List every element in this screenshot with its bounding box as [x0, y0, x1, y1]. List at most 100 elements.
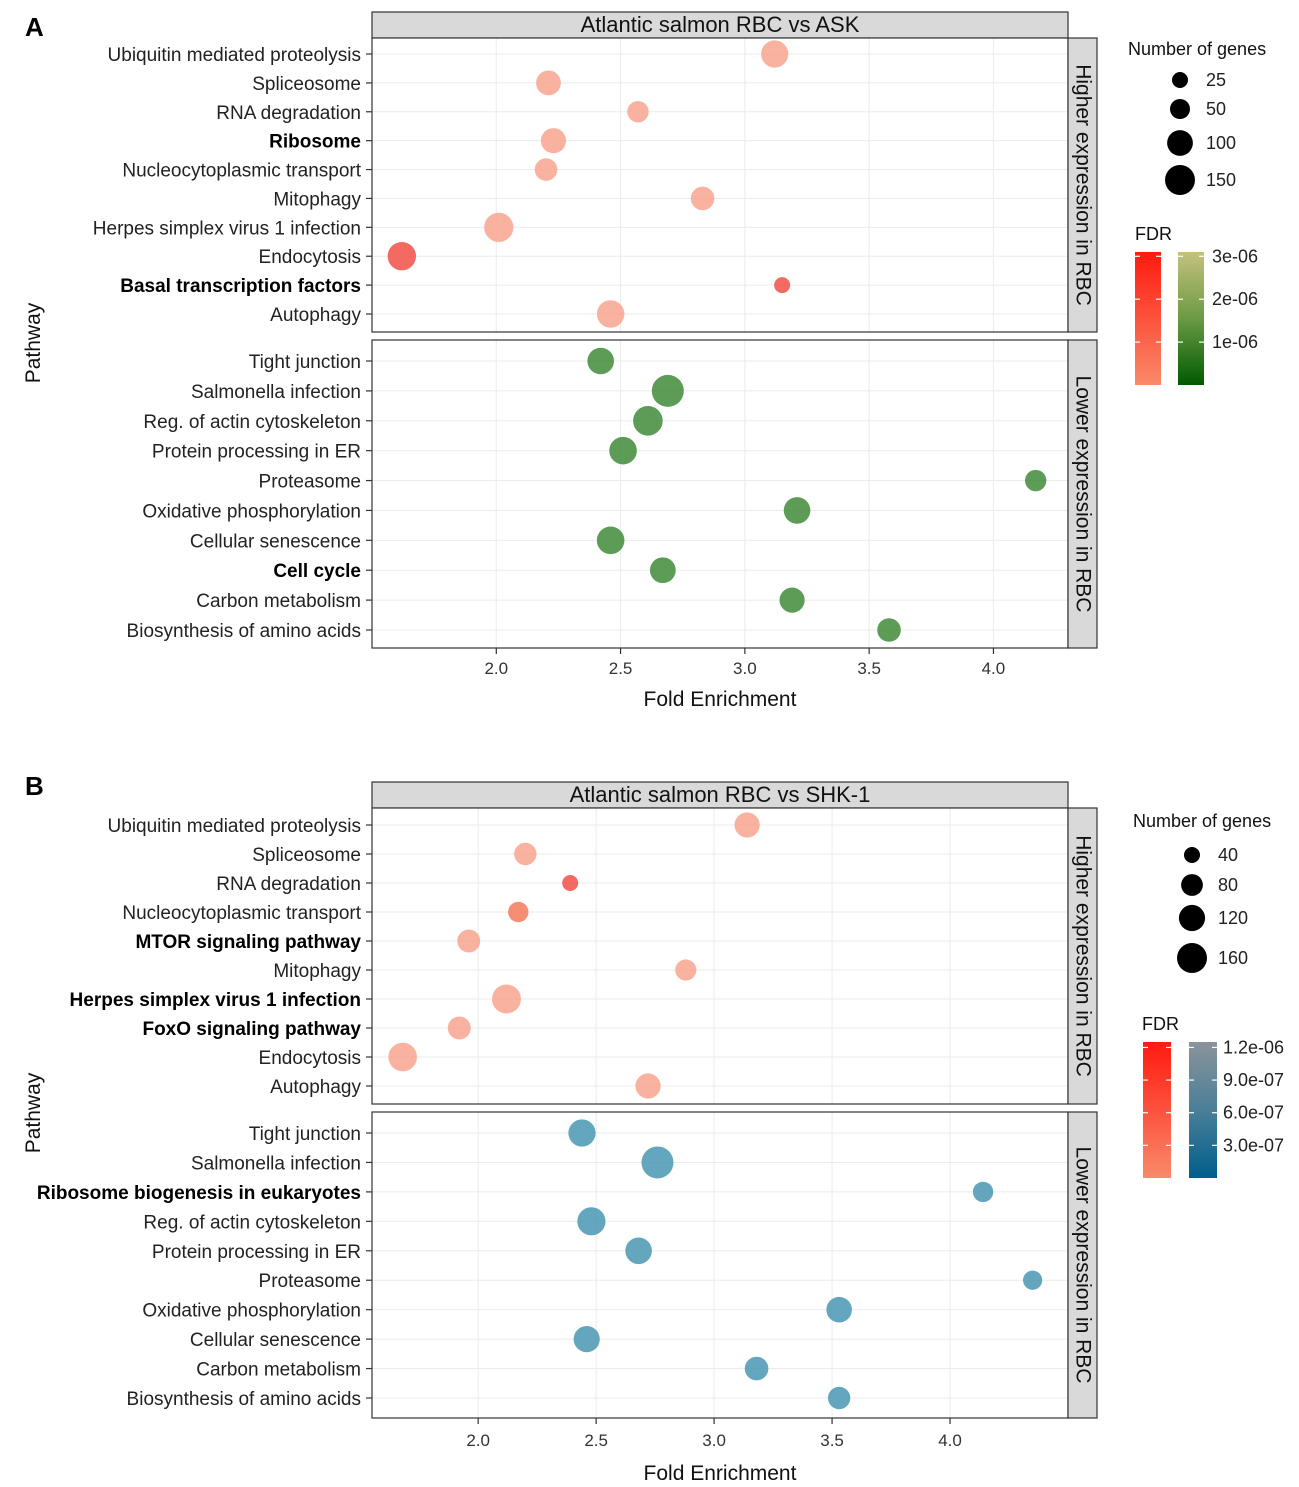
- size-legend-key: [1181, 874, 1203, 896]
- data-point: [573, 1326, 600, 1353]
- pathway-label: Tight junction: [249, 352, 361, 373]
- x-tick-label: 2.0: [484, 659, 508, 678]
- data-point: [484, 212, 514, 242]
- plot-area: [372, 1112, 1068, 1418]
- pathway-label: Nucleocytoplasmic transport: [122, 903, 361, 924]
- pathway-label: Ubiquitin mediated proteolysis: [108, 816, 361, 837]
- data-point: [827, 1386, 851, 1410]
- title-strip: [371, 781, 1069, 809]
- fdr-colorbar-higher: [1135, 252, 1161, 385]
- data-point: [491, 984, 521, 1014]
- pathway-label: Protein processing in ER: [152, 442, 361, 463]
- data-point: [627, 101, 649, 123]
- size-legend-title: Number of genes: [1133, 811, 1271, 831]
- plot-area: [372, 38, 1068, 332]
- fdr-legend-label: 2e-06: [1212, 289, 1258, 309]
- pathway-label: Proteasome: [259, 1271, 361, 1292]
- x-tick-label: 2.5: [609, 659, 633, 678]
- pathway-label: RNA degradation: [216, 874, 361, 895]
- fdr-legend-label: 1.2e-06: [1223, 1037, 1284, 1057]
- data-point: [633, 405, 663, 436]
- facet-lower: Tight junction Salmonella infection Reg. o…: [127, 339, 1098, 649]
- x-tick-label: 4.0: [938, 1431, 962, 1450]
- data-point: [779, 587, 805, 613]
- facet-lower: Tight junction Salmonella infection Riboso…: [37, 1111, 1098, 1419]
- data-point: [596, 300, 625, 328]
- pathway-label: Autophagy: [270, 305, 361, 326]
- pathway-label: Endocytosis: [259, 247, 361, 268]
- fdr-legend-label: 1e-06: [1212, 332, 1258, 352]
- fdr-legend-label: 9.0e-07: [1223, 1070, 1284, 1090]
- data-point: [562, 875, 579, 891]
- x-tick-label: 2.5: [584, 1431, 608, 1450]
- fdr-colorbar-lower: [1189, 1042, 1217, 1178]
- pathway-label: Nucleocytoplasmic transport: [122, 161, 361, 182]
- panel-letter: A: [25, 12, 44, 42]
- data-point: [649, 557, 676, 584]
- fdr-legend-title: FDR: [1142, 1014, 1179, 1034]
- pathway-label: Endocytosis: [259, 1048, 361, 1069]
- size-legend-key: [1177, 943, 1207, 973]
- panel-letter: B: [25, 771, 44, 801]
- size-legend-key: [1167, 130, 1193, 156]
- facet-strip: [1067, 1111, 1098, 1419]
- fdr-colorbar-lower: [1178, 252, 1204, 385]
- x-axis-title: Fold Enrichment: [644, 688, 797, 711]
- pathway-label: Protein processing in ER: [152, 1242, 361, 1263]
- pathway-label: Spliceosome: [252, 74, 361, 95]
- x-tick-label: 3.0: [733, 659, 757, 678]
- facet-label: Higher expression in RBC: [1072, 835, 1095, 1077]
- fdr-legend-label: 3e-06: [1212, 246, 1258, 266]
- size-legend-key: [1165, 165, 1195, 195]
- pathway-label: Salmonella infection: [191, 1153, 361, 1174]
- size-legend-label: 150: [1206, 170, 1236, 190]
- pathway-label: Biosynthesis of amino acids: [127, 1389, 361, 1410]
- x-tick-label: 3.0: [702, 1431, 726, 1450]
- data-point: [1023, 1270, 1043, 1290]
- facet-label: Higher expression in RBC: [1072, 64, 1095, 306]
- data-point: [783, 497, 811, 524]
- title-strip: [371, 11, 1069, 39]
- facet-label: Lower expression in RBC: [1072, 376, 1095, 613]
- facet-strip: [1067, 339, 1098, 649]
- data-point: [447, 1016, 471, 1040]
- pathway-label: Oxidative phosphorylation: [142, 1301, 361, 1322]
- size-legend-label: 160: [1218, 948, 1248, 968]
- x-tick-label: 2.0: [466, 1431, 490, 1450]
- pathway-label: RNA degradation: [216, 103, 361, 124]
- size-legend-label: 100: [1206, 133, 1236, 153]
- data-point: [514, 842, 537, 866]
- data-point: [744, 1356, 769, 1381]
- x-tick-label: 3.5: [857, 659, 881, 678]
- pathway-label: FoxO signaling pathway: [142, 1019, 361, 1040]
- pathway-label: Proteasome: [259, 472, 361, 493]
- facet-label: Lower expression in RBC: [1072, 1147, 1095, 1384]
- size-legend-label: 40: [1218, 845, 1238, 865]
- pathway-label: Tight junction: [249, 1124, 361, 1145]
- pathway-label: Spliceosome: [252, 845, 361, 866]
- x-axis-title: Fold Enrichment: [644, 1462, 797, 1485]
- pathway-label: Basal transcription factors: [120, 276, 361, 297]
- data-point: [388, 1042, 417, 1072]
- data-point: [826, 1296, 852, 1323]
- data-point: [774, 277, 791, 294]
- x-tick-label: 3.5: [820, 1431, 844, 1450]
- data-point: [587, 347, 614, 375]
- data-point: [540, 128, 567, 154]
- data-point: [635, 1073, 661, 1099]
- pathway-label: Ribosome: [269, 132, 361, 153]
- pathway-label: Carbon metabolism: [196, 591, 361, 612]
- data-point: [577, 1207, 606, 1236]
- data-point: [651, 374, 684, 407]
- pathway-label: Biosynthesis of amino acids: [127, 621, 361, 642]
- pathway-label: Ribosome biogenesis in eukaryotes: [37, 1183, 361, 1204]
- size-legend-key: [1170, 99, 1190, 119]
- plot-area: [372, 808, 1068, 1104]
- facet-higher: Ubiquitin mediated proteolysis Spliceosom…: [70, 807, 1098, 1105]
- data-point: [734, 812, 760, 838]
- pathway-label: Mitophagy: [273, 189, 361, 210]
- fdr-legend-title: FDR: [1135, 224, 1172, 244]
- x-tick-label: 4.0: [982, 659, 1006, 678]
